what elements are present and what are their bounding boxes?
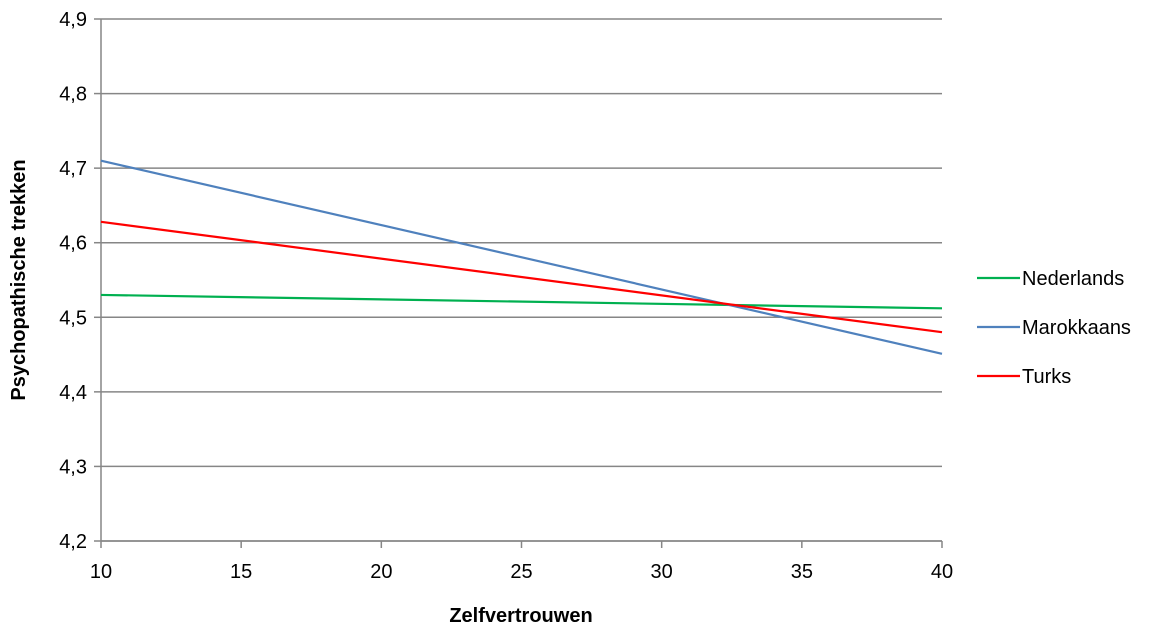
x-tick-label: 15 [230, 561, 252, 583]
gridlines [101, 18, 942, 542]
y-tick-label: 4,8 [59, 84, 87, 106]
legend-label: Nederlands [1022, 268, 1124, 290]
x-tick-label: 10 [90, 561, 112, 583]
x-tick-label: 25 [510, 561, 532, 583]
series-line-marokkaans [100, 159, 943, 355]
y-tick-label: 4,5 [59, 307, 87, 329]
tick-labels: 4,2 4,3 4,4 4,5 4,6 4,7 4,8 4,9 10 15 20 25 30 35 40 [59, 9, 953, 583]
y-tick-label: 4,3 [59, 456, 87, 478]
y-tick-label: 4,7 [59, 158, 87, 180]
y-tick-label: 4,2 [59, 531, 87, 553]
series-line-nederlands [100, 293, 943, 310]
x-tick-label: 30 [651, 561, 673, 583]
series-lines [100, 159, 943, 355]
y-tick-label: 4,6 [59, 233, 87, 255]
axes [94, 18, 943, 548]
legend-label: Turks [1022, 366, 1071, 388]
y-axis-title: Psychopathische trekken [8, 159, 30, 400]
x-tick-label: 35 [791, 561, 813, 583]
y-tick-label: 4,9 [59, 9, 87, 31]
legend-label: Marokkaans [1022, 317, 1131, 339]
series-line-turks [100, 220, 943, 334]
x-tick-label: 20 [370, 561, 392, 583]
x-tick-label: 40 [931, 561, 953, 583]
legend: Nederlands Marokkaans Turks [977, 268, 1131, 388]
x-axis-title: Zelfvertrouwen [449, 605, 592, 627]
y-tick-label: 4,4 [59, 382, 87, 404]
